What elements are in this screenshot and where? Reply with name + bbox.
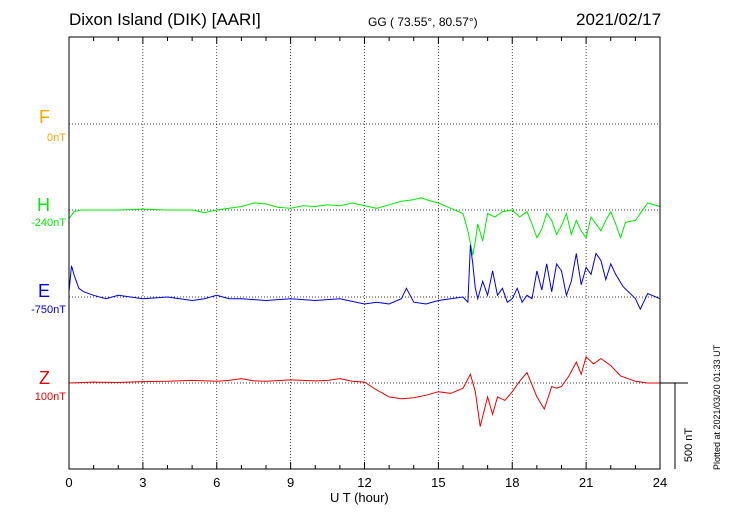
x-tick-label: 21 (579, 475, 593, 490)
x-tick-label: 15 (431, 475, 445, 490)
x-tick-label: 0 (65, 475, 72, 490)
baseline-f: 0nT (47, 132, 66, 144)
chart-date: 2021/02/17 (576, 10, 662, 29)
x-ticks: 0 3 6 9 12 15 18 21 24 (65, 37, 667, 490)
series-lines (68, 197, 661, 427)
label-h: H (37, 195, 50, 215)
series-z (68, 355, 660, 427)
grid-lines (69, 37, 660, 469)
x-tick-label: 18 (505, 475, 519, 490)
geographic-coords: GG ( 73.55°, 80.57°) (368, 15, 478, 29)
x-axis-label: U T (hour) (330, 490, 389, 505)
station-title: Dixon Island (DIK) [AARI] (69, 10, 261, 29)
scale-bar: 500 nT (660, 382, 695, 469)
x-tick-label: 3 (139, 475, 146, 490)
x-tick-label: 24 (653, 475, 667, 490)
baseline-e: -750nT (31, 304, 66, 316)
baseline-h: -240nT (31, 217, 66, 229)
label-e: E (37, 281, 50, 301)
x-tick-label: 12 (357, 475, 371, 490)
x-tick-label: 6 (213, 475, 220, 490)
baseline-z: 100nT (34, 391, 66, 403)
plotted-note: Plotted at 2021/03/20 01:33 UT (712, 344, 722, 470)
series-e (68, 244, 661, 311)
label-z: Z (39, 368, 50, 388)
label-f: F (39, 107, 50, 127)
x-tick-label: 9 (287, 475, 294, 490)
scale-bar-label: 500 nT (683, 428, 695, 463)
series-h (68, 197, 661, 256)
